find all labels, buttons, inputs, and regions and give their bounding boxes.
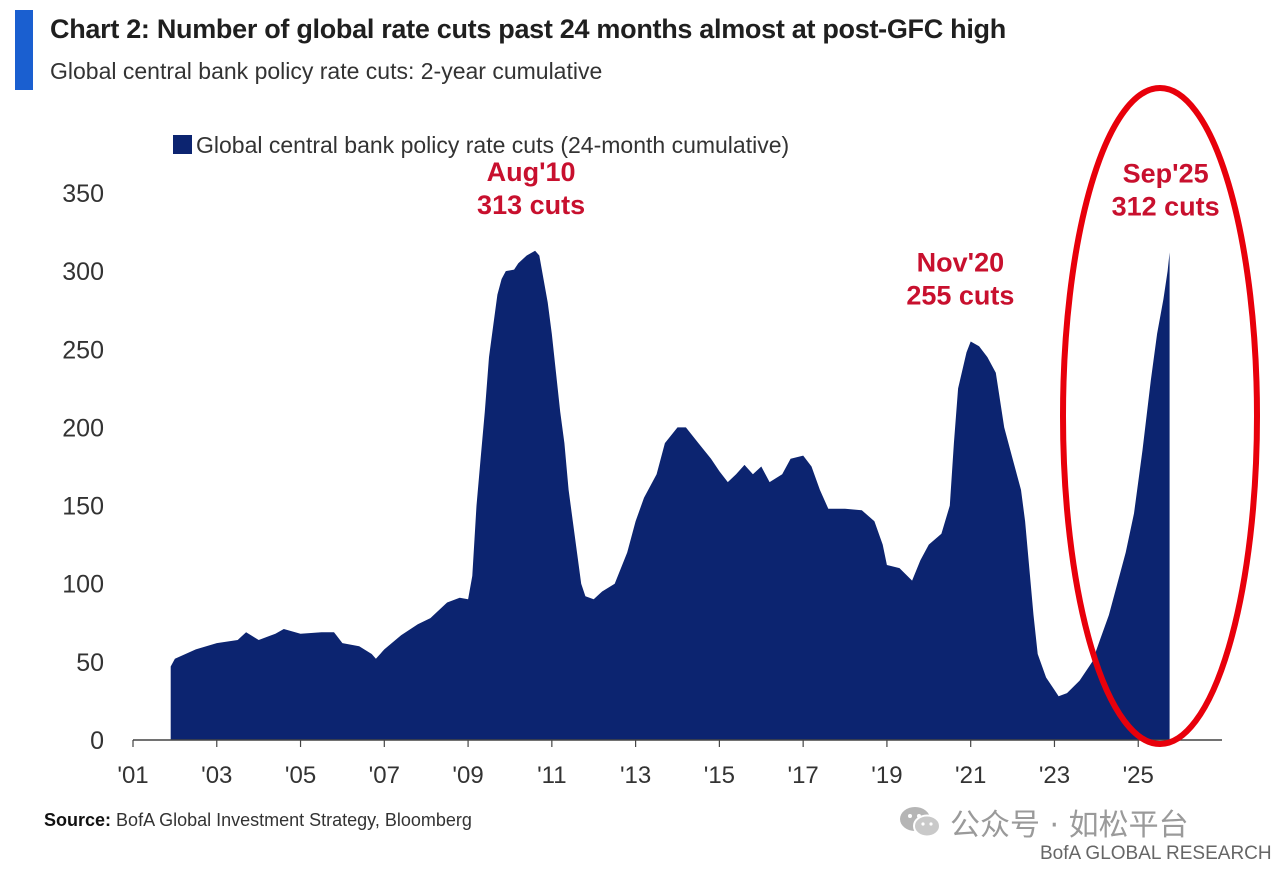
legend-label: Global central bank policy rate cuts (24… [196,132,789,158]
series-area [170,250,1170,741]
annotation-month: Nov'20 [917,247,1004,277]
y-tick-label: 200 [62,414,104,442]
y-tick-label: 250 [62,336,104,364]
x-tick-label: '03 [201,762,232,789]
y-tick-label: 50 [76,649,104,677]
chart-title: Chart 2: Number of global rate cuts past… [50,14,1006,44]
chart-subtitle: Global central bank policy rate cuts: 2-… [50,58,603,84]
x-tick-label: '11 [537,762,567,789]
source-note: Source: BofA Global Investment Strategy,… [44,810,472,831]
watermark-text: 公众号 · 如松平台 [950,808,1189,843]
x-tick-label: '09 [452,762,483,789]
x-tick-label: '19 [871,762,902,789]
wechat-icon [900,807,941,838]
x-tick-label: '25 [1123,762,1154,789]
annotation-value: 312 cuts [1112,191,1220,221]
title-accent-bar [15,10,33,90]
annotation-month: Aug'10 [487,157,576,187]
y-tick-label: 350 [62,180,104,208]
legend-swatch [173,135,192,154]
wechat-watermark: 公众号 · 如松平台 [898,800,1189,844]
x-tick-label: '05 [285,762,316,789]
annotation-month: Sep'25 [1123,158,1209,188]
x-tick-label: '21 [955,762,986,789]
y-tick-label: 100 [62,571,104,599]
annotation-value: 313 cuts [477,190,585,220]
x-tick-label: '07 [369,762,400,789]
annotation-value: 255 cuts [906,280,1014,310]
source-text: BofA Global Investment Strategy, Bloombe… [116,810,472,830]
chart-area-plot: 0 50 100 150 200 250 300 350 '01 '03 '05 '07 '09 '11 '… [62,85,1260,789]
x-tick-label: '13 [620,762,651,789]
x-tick-label: '01 [117,762,148,789]
highlight-ellipse [1060,85,1260,747]
y-tick-label: 150 [62,493,104,521]
x-tick-label: '15 [704,762,735,789]
x-tick-label: '17 [788,762,819,789]
x-tick-label: '23 [1039,762,1070,789]
y-tick-label: 0 [90,727,104,755]
brand-footer: BofA GLOBAL RESEARCH [1040,843,1272,864]
y-tick-label: 300 [62,258,104,286]
source-label: Source: [44,810,112,830]
